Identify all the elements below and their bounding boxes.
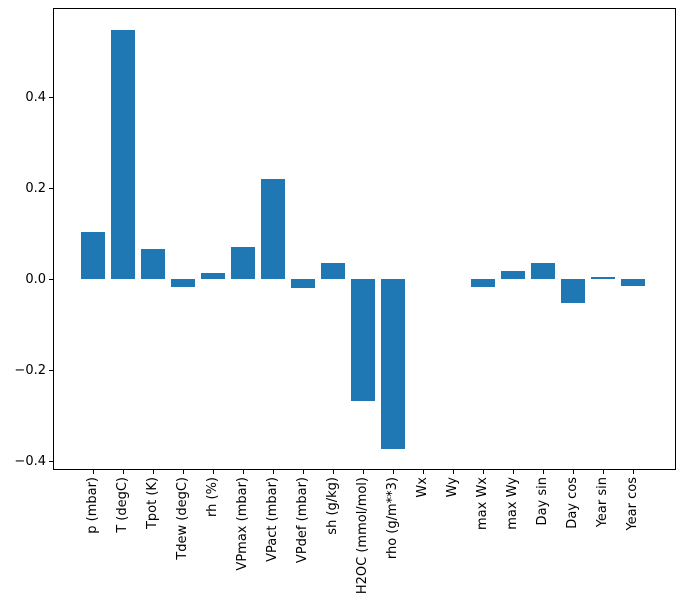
x-tick-label: VPmax (mbar) — [235, 477, 250, 571]
x-tick-mark — [573, 470, 574, 474]
y-tick-label: 0.2 — [25, 181, 46, 196]
y-tick-label: 0.4 — [25, 90, 46, 105]
x-tick-label: Year cos — [625, 477, 640, 531]
bar-vpdef-mbar — [291, 279, 315, 288]
x-tick-label: sh (g/kg) — [325, 477, 340, 535]
x-tick-label: T (degC) — [115, 477, 130, 533]
bar-vpact-mbar — [261, 179, 285, 280]
x-tick-mark — [603, 470, 604, 474]
x-tick-label: Day sin — [535, 477, 550, 526]
x-tick-mark — [453, 470, 454, 474]
x-tick-mark — [393, 470, 394, 474]
bar-tdew-degc — [171, 279, 195, 287]
x-tick-label: VPact (mbar) — [265, 477, 280, 562]
x-tick-mark — [153, 470, 154, 474]
y-tick-mark — [49, 370, 53, 371]
x-tick-label: p (mbar) — [85, 477, 100, 534]
x-tick-mark — [363, 470, 364, 474]
bar-max-wx — [471, 279, 495, 287]
x-tick-mark — [243, 470, 244, 474]
x-tick-mark — [483, 470, 484, 474]
x-tick-label: H2OC (mmol/mol) — [355, 477, 370, 595]
x-tick-mark — [123, 470, 124, 474]
y-tick-mark — [49, 188, 53, 189]
y-tick-mark — [49, 97, 53, 98]
bar-vpmax-mbar — [231, 247, 255, 280]
x-tick-label: Wy — [445, 477, 460, 498]
bar-sh-g-kg — [321, 262, 345, 279]
x-tick-label: max Wy — [505, 477, 520, 530]
plot-area — [53, 8, 676, 470]
x-tick-mark — [273, 470, 274, 474]
bar-day-sin — [531, 263, 555, 280]
bar-p-mbar — [81, 232, 105, 280]
y-tick-label: 0.0 — [25, 272, 46, 287]
bar-day-cos — [561, 279, 585, 303]
bar-year-cos — [621, 279, 645, 286]
x-tick-mark — [93, 470, 94, 474]
x-tick-label: max Wx — [475, 477, 490, 531]
y-tick-label: −0.4 — [14, 454, 46, 469]
x-tick-mark — [543, 470, 544, 474]
x-tick-label: rho (g/m**3) — [385, 477, 400, 560]
bar-max-wy — [501, 271, 525, 280]
x-tick-label: Tdew (degC) — [175, 477, 190, 560]
bar-t-degc — [111, 30, 135, 280]
y-tick-label: −0.2 — [14, 363, 46, 378]
x-tick-label: rh (%) — [205, 477, 220, 517]
x-tick-label: Day cos — [565, 477, 580, 529]
bar-rh — [201, 272, 225, 279]
x-tick-mark — [513, 470, 514, 474]
x-tick-label: VPdef (mbar) — [295, 477, 310, 564]
x-tick-mark — [303, 470, 304, 474]
x-tick-mark — [633, 470, 634, 474]
x-tick-mark — [333, 470, 334, 474]
bar-rho-g-m-3 — [381, 279, 405, 449]
y-tick-mark — [49, 279, 53, 280]
bar-year-sin — [591, 277, 615, 280]
bar-h2oc-mmol-mol — [351, 279, 375, 401]
y-tick-mark — [49, 461, 53, 462]
x-tick-mark — [423, 470, 424, 474]
bar-tpot-k — [141, 248, 165, 279]
x-tick-label: Wx — [415, 477, 430, 498]
x-tick-mark — [213, 470, 214, 474]
x-tick-label: Year sin — [595, 477, 610, 528]
x-tick-label: Tpot (K) — [145, 477, 160, 530]
x-tick-mark — [183, 470, 184, 474]
